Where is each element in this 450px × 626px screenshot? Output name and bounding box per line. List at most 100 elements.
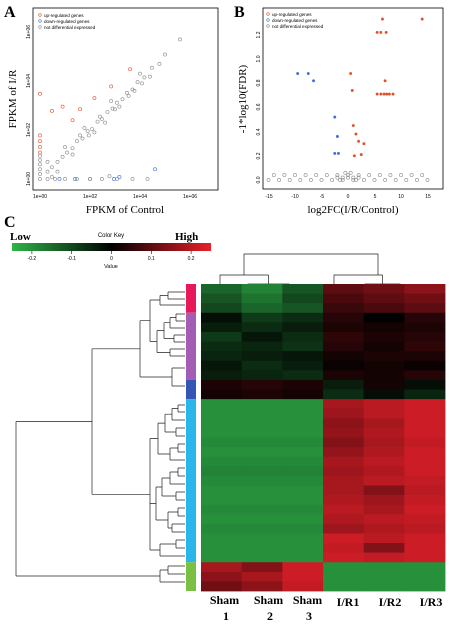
col-label-sham-3: Sham 3 bbox=[293, 593, 325, 623]
heatmap-cell bbox=[323, 427, 365, 438]
heatmap-cell bbox=[241, 303, 283, 314]
heatmap-cell bbox=[241, 504, 283, 515]
heatmap-cell bbox=[282, 312, 324, 323]
panel-b-neutral-point bbox=[330, 178, 335, 182]
heatmap-cell bbox=[282, 523, 324, 534]
panel-b-y-ticks: 0.0 0.2 0.4 0.6 0.8 1.0 1.2 bbox=[256, 31, 262, 183]
panel-a-neutral-point bbox=[55, 169, 60, 174]
panel-a-neutral-point bbox=[45, 177, 50, 181]
panel-a-neutral-point bbox=[85, 129, 90, 134]
heatmap-cell bbox=[282, 341, 324, 352]
heatmap-cell bbox=[241, 514, 283, 525]
panel-a-up-point bbox=[38, 150, 42, 155]
heatmap-cell bbox=[363, 418, 405, 429]
heatmap-cells bbox=[201, 284, 446, 592]
panel-b-up-point bbox=[359, 153, 363, 157]
panel-a-neutral-point bbox=[82, 126, 87, 130]
heatmap-cell bbox=[404, 312, 446, 323]
heatmap-cell bbox=[363, 389, 405, 400]
panel-a-neutral-point bbox=[80, 136, 85, 141]
col-label-ir2: I/R2 bbox=[379, 595, 402, 609]
panel-b-neutral-point bbox=[372, 178, 377, 182]
panel-b-y-tick: 0.2 bbox=[256, 152, 262, 159]
heatmap-cell bbox=[404, 437, 446, 448]
heatmap-cell bbox=[201, 379, 243, 390]
panel-a-neutral-point bbox=[50, 175, 54, 179]
heatmap-cell bbox=[282, 552, 324, 563]
heatmap-cell bbox=[241, 389, 283, 400]
panel-b-neutral-point bbox=[271, 173, 276, 178]
column-labels: Sham 1 Sham 2 Sham 3 I/R1 I/R2 I/R3 bbox=[210, 593, 443, 623]
heatmap-cell bbox=[404, 331, 446, 342]
heatmap-cell bbox=[323, 514, 365, 525]
panel-a-scatter: 1e+00 1e+02 1e+04 1e+06 1e+00 1e+02 1e+0… bbox=[7, 7, 219, 216]
color-key-tick-label: 0.2 bbox=[188, 256, 195, 262]
panel-b-down-point bbox=[333, 151, 337, 155]
col-label-ir3: I/R3 bbox=[420, 595, 443, 609]
panel-a-up-point bbox=[38, 139, 42, 144]
panel-a-neutral-point bbox=[98, 114, 102, 119]
panel-b-y-tick: 0.4 bbox=[256, 128, 262, 135]
heatmap-cell bbox=[363, 351, 405, 362]
panel-a-plot-frame bbox=[32, 7, 219, 191]
panel-b-x-tick: -10 bbox=[291, 194, 298, 200]
heatmap-cell bbox=[404, 581, 446, 592]
heatmap-cell bbox=[241, 552, 283, 563]
panel-b-up-point bbox=[382, 92, 386, 96]
row-group-bar bbox=[186, 399, 196, 563]
panel-a-legend-neutral: not differential expressed bbox=[44, 25, 96, 30]
heatmap-cell bbox=[404, 418, 446, 429]
panel-a-up-point bbox=[92, 96, 97, 101]
heatmap-cell bbox=[363, 341, 405, 352]
heatmap-cell bbox=[282, 408, 324, 419]
legend-down-marker bbox=[38, 19, 42, 23]
heatmap-cell bbox=[404, 523, 446, 534]
heatmap-cell bbox=[363, 475, 405, 486]
panel-a-neutral-point bbox=[140, 81, 144, 86]
heatmap-cell bbox=[282, 485, 324, 496]
panel-a-neutral-point bbox=[45, 159, 50, 164]
heatmap-cell bbox=[282, 284, 324, 294]
heatmap-cell bbox=[282, 303, 324, 314]
heatmap-cell bbox=[282, 514, 324, 525]
panel-b-neutral-point bbox=[367, 173, 372, 178]
heatmap-cell bbox=[201, 322, 243, 333]
heatmap-cell bbox=[363, 571, 405, 582]
row-group-bar bbox=[186, 379, 196, 400]
heatmap-cell bbox=[241, 408, 283, 419]
panel-a-neutral-point bbox=[138, 71, 142, 76]
heatmap-cell bbox=[282, 331, 324, 342]
panel-a-up-point bbox=[38, 133, 42, 138]
heatmap-cell bbox=[323, 408, 365, 419]
panel-a-y-axis-label: FPKM of I/R bbox=[7, 69, 19, 128]
panel-a-x-tick: 1e+02 bbox=[83, 194, 97, 200]
panel-a-up-point bbox=[50, 109, 54, 113]
heatmap-cell bbox=[404, 562, 446, 573]
panel-a-neutral-point bbox=[125, 90, 129, 95]
panel-a-down-point bbox=[117, 175, 122, 179]
heatmap-cell bbox=[241, 581, 283, 592]
heatmap-cell bbox=[201, 284, 243, 294]
panel-a-neutral-point bbox=[70, 146, 75, 151]
legend-down-marker bbox=[266, 18, 270, 22]
panel-b-neutral-point bbox=[324, 173, 329, 178]
heatmap-cell bbox=[404, 360, 446, 371]
panel-a-neutral-point bbox=[78, 133, 82, 138]
panel-b-up-point bbox=[362, 142, 366, 146]
heatmap-cell bbox=[201, 370, 243, 381]
panel-b-down-point bbox=[296, 72, 300, 76]
panel-a-neutral-point bbox=[38, 153, 42, 158]
heatmap-cell bbox=[282, 447, 324, 458]
color-key-title: Color Key bbox=[98, 233, 124, 239]
panel-a-neutral-point bbox=[135, 80, 140, 85]
heatmap-cell bbox=[323, 312, 365, 323]
panel-b-x-tick: 10 bbox=[398, 194, 404, 200]
legend-neutral-marker bbox=[38, 25, 42, 29]
heatmap-cell bbox=[241, 322, 283, 333]
heatmap-cell bbox=[282, 437, 324, 448]
panel-b-neutral-point bbox=[420, 173, 425, 178]
heatmap-cell bbox=[363, 379, 405, 390]
panel-b-up-point bbox=[383, 79, 387, 83]
col-label-ir1: I/R1 bbox=[337, 595, 360, 609]
panel-a-y-ticks: 1e+00 1e+02 1e+04 1e+06 bbox=[26, 25, 32, 186]
